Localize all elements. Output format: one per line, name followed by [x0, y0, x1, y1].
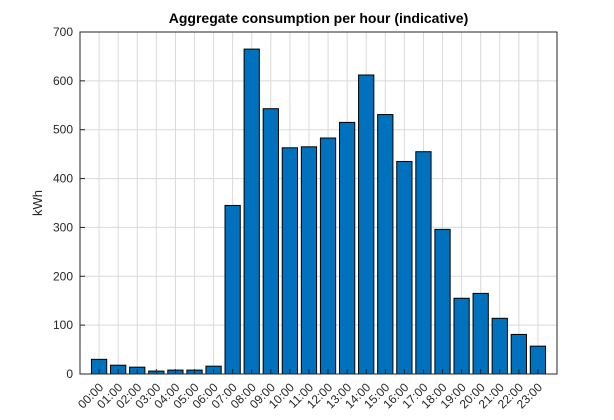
- x-axis-ticks: 00:0001:0002:0003:0004:0005:0006:0007:00…: [75, 369, 545, 411]
- chart-title: Aggregate consumption per hour (indicati…: [169, 10, 468, 26]
- bar: [453, 297, 470, 375]
- bar: [510, 333, 527, 375]
- plot-frame: [79, 31, 558, 375]
- y-tick-label: 600: [53, 74, 73, 88]
- bar: [281, 147, 299, 375]
- bar: [377, 114, 394, 375]
- bar: [491, 317, 508, 375]
- y-tick-label: 300: [53, 220, 73, 234]
- y-tick-label: 100: [53, 318, 73, 332]
- bar: [472, 292, 489, 375]
- bar: [300, 146, 318, 375]
- y-tick-label: 0: [66, 367, 73, 381]
- y-tick-label: 400: [53, 172, 73, 186]
- bar: [358, 74, 375, 375]
- y-tick-label: 200: [53, 269, 73, 283]
- bar: [319, 137, 337, 375]
- bar: [434, 228, 451, 375]
- bar: [338, 121, 356, 375]
- bar: [243, 48, 260, 375]
- y-tick-label: 500: [53, 123, 73, 137]
- y-axis-label: kWh: [30, 190, 45, 216]
- bars: [90, 48, 547, 375]
- bar: [224, 204, 241, 375]
- bar: [396, 160, 413, 375]
- bar: [415, 151, 432, 375]
- bar: [262, 108, 279, 375]
- y-axis-ticks: 0 100 200 300 400 500 600 700: [53, 25, 85, 381]
- y-tick-label: 700: [53, 25, 73, 39]
